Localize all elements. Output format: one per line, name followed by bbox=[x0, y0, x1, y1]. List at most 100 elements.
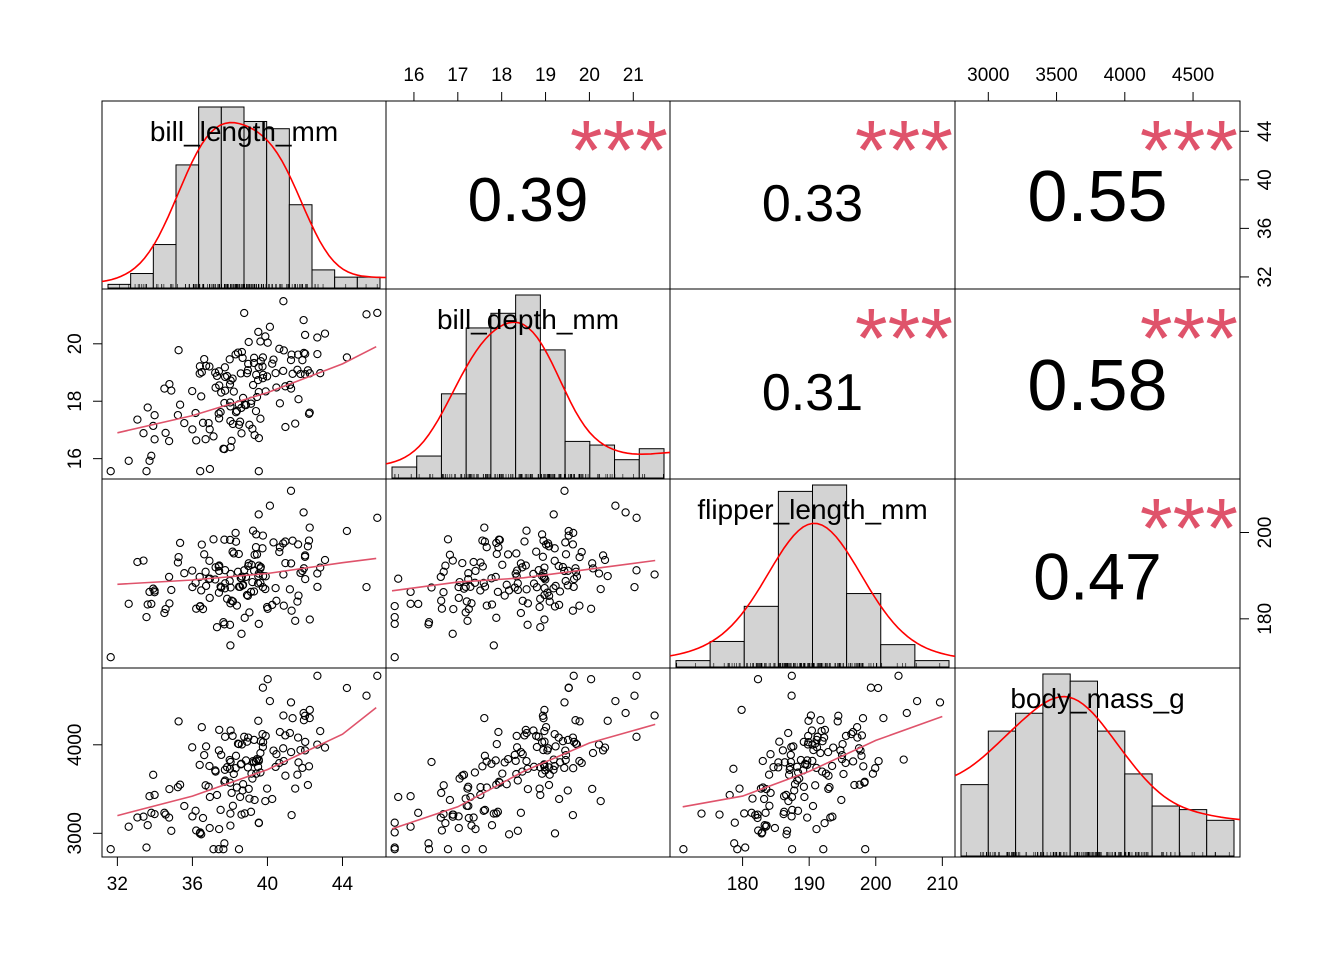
scatter-point bbox=[254, 561, 264, 570]
variable-label-flipper_length_mm: flipper_length_mm bbox=[697, 494, 927, 525]
scatter-point bbox=[286, 384, 296, 393]
scatter-point bbox=[753, 675, 763, 684]
scatter-point bbox=[180, 418, 189, 428]
significance-stars: *** bbox=[1140, 291, 1238, 385]
scatter-point bbox=[594, 569, 604, 578]
scatter-point bbox=[133, 813, 142, 822]
scatter-point bbox=[848, 757, 858, 766]
scatter-point bbox=[142, 612, 151, 622]
scatter-point bbox=[237, 574, 246, 583]
scatter-point bbox=[544, 780, 554, 790]
scatter-point bbox=[550, 761, 559, 771]
scatter-point bbox=[246, 587, 256, 597]
scatter-point bbox=[467, 599, 476, 608]
scatter-point bbox=[621, 508, 630, 517]
scatter-point bbox=[770, 823, 780, 833]
loess-line-bill_depth_mm-flipper_length_mm bbox=[391, 559, 656, 592]
scatter-point bbox=[575, 552, 584, 562]
scatter-point bbox=[390, 619, 399, 629]
x-tick-label: 3000 bbox=[967, 65, 1009, 86]
scatter-point bbox=[298, 566, 307, 576]
scatter-point bbox=[679, 845, 688, 854]
scatter-point bbox=[561, 538, 570, 547]
scatter-point bbox=[632, 566, 641, 575]
scatter-point bbox=[227, 788, 236, 798]
scatter-point bbox=[303, 780, 313, 790]
scatter-point bbox=[237, 347, 247, 357]
scatter-point bbox=[443, 845, 453, 854]
scatter-point bbox=[492, 739, 501, 749]
scatter-point bbox=[254, 327, 263, 337]
scatter-point bbox=[149, 770, 158, 779]
scatter-point bbox=[540, 583, 549, 593]
scatter-point bbox=[545, 597, 554, 606]
scatter-point bbox=[812, 735, 821, 745]
scatter-point bbox=[569, 671, 578, 680]
scatter-point bbox=[305, 615, 314, 624]
scatter-point bbox=[568, 540, 578, 549]
scatter-point bbox=[281, 422, 290, 432]
scatter-point bbox=[269, 355, 278, 364]
scatter-point bbox=[464, 569, 473, 578]
scatter-point bbox=[529, 569, 538, 579]
scatter-point bbox=[512, 572, 521, 581]
hist-bar-bill_depth_mm bbox=[589, 444, 616, 479]
variable-label-bill_length_mm: bill_length_mm bbox=[150, 116, 338, 147]
scatter-point bbox=[769, 763, 778, 772]
scatter-point bbox=[390, 601, 399, 611]
scatter-point bbox=[251, 406, 261, 416]
scatter-point bbox=[373, 513, 382, 522]
scatter-point bbox=[478, 762, 487, 771]
scatter-point bbox=[536, 594, 545, 603]
x-tick-label: 32 bbox=[107, 874, 128, 895]
scatter-point bbox=[827, 761, 837, 771]
scatter-point bbox=[782, 830, 791, 839]
scatter-point bbox=[220, 839, 229, 848]
scatter-point bbox=[320, 329, 330, 338]
scatter-point bbox=[225, 380, 235, 389]
scatter-point bbox=[254, 510, 263, 519]
scatter-point bbox=[254, 716, 263, 725]
scatter-point bbox=[298, 356, 307, 365]
scatter-point bbox=[510, 750, 519, 760]
x-tick-label: 4000 bbox=[1104, 65, 1146, 86]
scatter-point bbox=[188, 386, 197, 396]
scatter-point bbox=[279, 346, 288, 355]
scatter-point bbox=[288, 714, 297, 723]
scatter-point bbox=[124, 822, 133, 831]
scatter-point bbox=[850, 780, 859, 790]
scatter-point bbox=[237, 629, 246, 638]
scatter-point bbox=[253, 375, 263, 385]
scatter-point bbox=[240, 732, 249, 741]
scatter-point bbox=[142, 467, 151, 476]
x-tick-label: 20 bbox=[579, 65, 600, 86]
y-tick-label: 36 bbox=[1255, 218, 1276, 239]
scatter-point bbox=[145, 792, 154, 801]
scatter-point bbox=[220, 620, 229, 629]
scatter-point bbox=[512, 731, 521, 741]
scatter-point bbox=[286, 698, 296, 707]
scatter-point bbox=[271, 368, 280, 378]
scatter-point bbox=[902, 708, 911, 718]
scatter-point bbox=[150, 435, 159, 444]
scatter-point bbox=[220, 535, 229, 544]
scatter-point bbox=[220, 566, 230, 575]
scatter-point bbox=[837, 795, 846, 805]
scatter-point bbox=[787, 812, 796, 821]
scatter-point bbox=[261, 584, 270, 594]
significance-stars: *** bbox=[855, 103, 953, 197]
scatter-point bbox=[362, 691, 371, 700]
scatter-point bbox=[761, 822, 770, 831]
scatter-point bbox=[133, 415, 142, 424]
scatter-point bbox=[841, 731, 851, 741]
scatter-point bbox=[545, 770, 554, 779]
scatter-point bbox=[229, 769, 238, 779]
scatter-point bbox=[518, 750, 527, 759]
scatter-point bbox=[195, 572, 204, 582]
scatter-point bbox=[445, 550, 455, 559]
scatter-point bbox=[240, 809, 249, 818]
scatter-point bbox=[603, 716, 612, 725]
scatter-point bbox=[390, 818, 399, 827]
density-curve-flipper_length_mm bbox=[669, 522, 956, 658]
x-tick-label: 210 bbox=[926, 874, 958, 895]
